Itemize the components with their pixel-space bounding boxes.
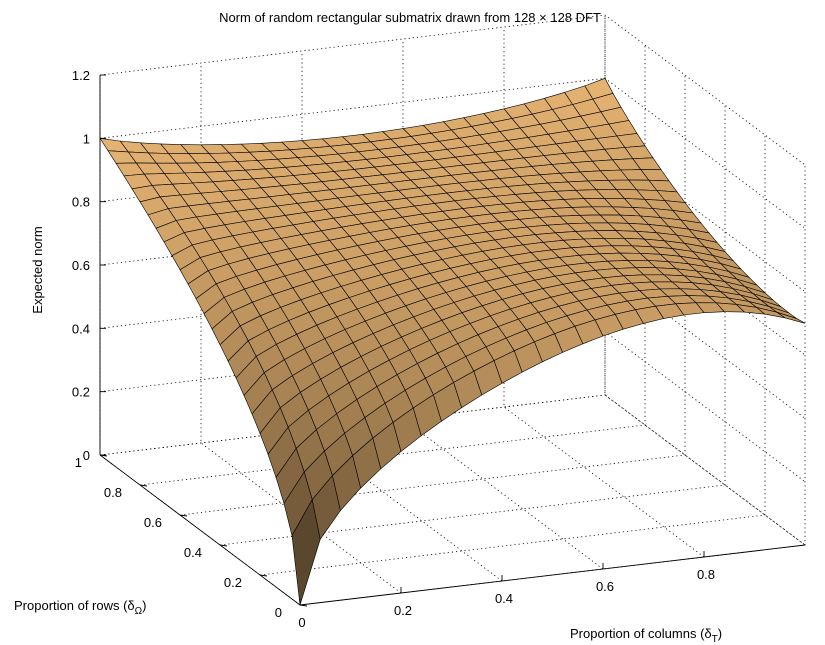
chart-title: Norm of random rectangular submatrix dra…	[219, 10, 601, 25]
z-tick-label: 1	[83, 131, 90, 146]
x-tick-label: 0.4	[495, 591, 513, 606]
y-axis-label: Proportion of rows (δΩ)	[14, 598, 147, 617]
z-axis-label: Expected norm	[30, 226, 45, 313]
surface-patch	[776, 311, 806, 324]
z-tick-label: 0.4	[72, 321, 90, 336]
x-tick-label: 0.6	[596, 579, 614, 594]
y-tick-label: 1	[75, 455, 82, 470]
z-tick-label: 0.8	[72, 195, 90, 210]
y-tick-label: 0.4	[184, 545, 202, 560]
x-axis-line	[299, 544, 806, 606]
y-tick-label: 0	[275, 605, 282, 620]
x-tick-label: 0.2	[394, 603, 412, 618]
y-tick-label: 0.6	[144, 515, 162, 530]
axes	[99, 74, 806, 607]
x-tick-label: 0	[298, 615, 305, 630]
y-tick-label: 0.8	[104, 485, 122, 500]
x-tick-label: 0.8	[697, 567, 715, 582]
z-tick-label: 1.2	[72, 68, 90, 83]
z-tick-label: 0.2	[72, 385, 90, 400]
surface-mesh	[99, 77, 806, 606]
z-tick-label: 0	[83, 448, 90, 463]
x-axis-label: Proportion of columns (δT)	[570, 626, 722, 645]
y-axis-line	[99, 454, 301, 606]
surface-patch	[291, 498, 321, 606]
tick-labels: 00.20.40.60.800.20.40.60.81 00.20.40.60.8…	[72, 68, 715, 630]
y-tick-label: 0.2	[224, 575, 242, 590]
z-tick-label: 0.6	[72, 258, 90, 273]
